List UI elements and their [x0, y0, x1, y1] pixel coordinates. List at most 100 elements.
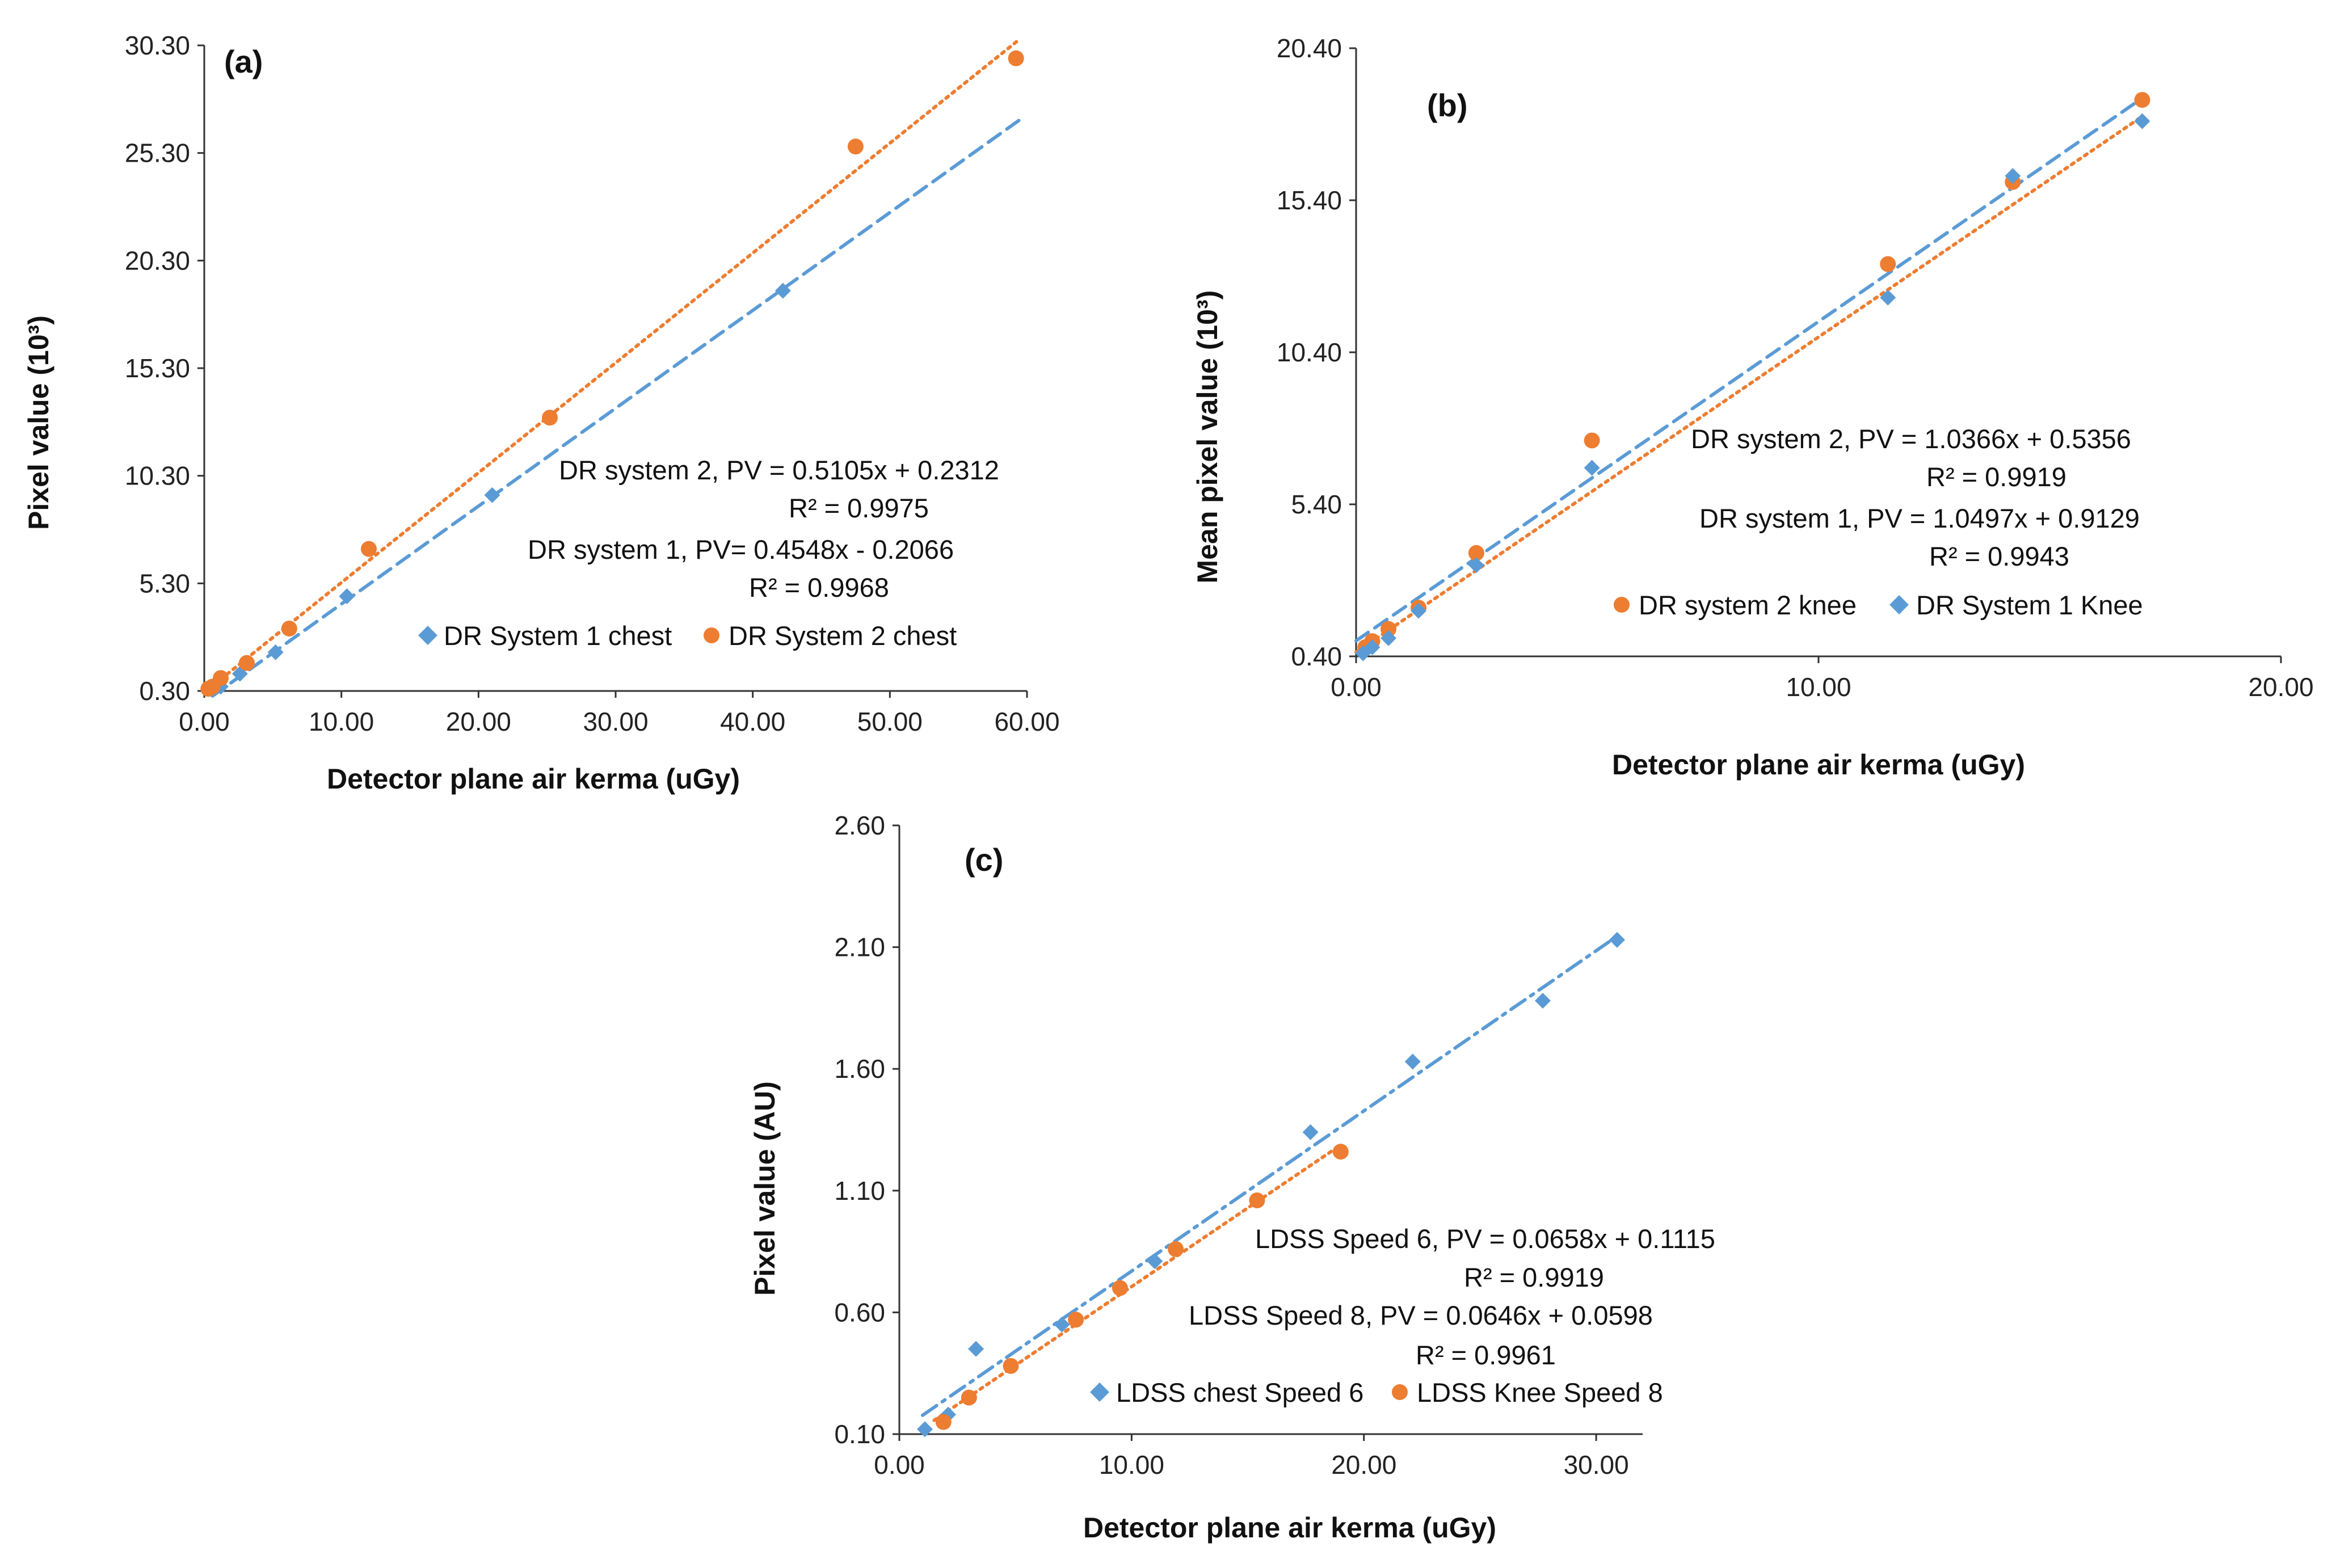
legend-c: LDSS chest Speed 6 LDSS Knee Speed 8: [1090, 1377, 1663, 1407]
data-point-dr-system-1-knee: [1584, 460, 1600, 476]
data-point-dr-system-2-chest: [1008, 50, 1024, 66]
y-tick-label: 20.30: [125, 246, 190, 275]
trendline-ldss-chest-speed-6: [920, 933, 1622, 1417]
data-point-dr-system-1-chest: [339, 588, 355, 605]
data-point-ldss-knee-speed-8: [1003, 1358, 1019, 1374]
x-tick-labels-c: 0.00 10.00 20.00 30.00: [874, 1434, 1629, 1480]
data-point-ldss-knee-speed-8: [1332, 1144, 1349, 1160]
x-tick-label: 20.00: [2248, 672, 2313, 702]
x-axis-title-c: Detector plane air kerma (uGy): [1083, 1512, 1496, 1544]
equation-dr2-a: DR system 2, PV = 0.5105x + 0.2312: [559, 455, 999, 485]
data-point-ldss-chest-speed-6: [1147, 1253, 1163, 1270]
y-tick-label: 1.60: [834, 1054, 885, 1084]
legend-label-dr1-knee: DR System 1 Knee: [1916, 590, 2143, 620]
data-point-dr-system-2-chest: [542, 410, 558, 426]
x-tick-label: 0.00: [179, 707, 230, 736]
data-point-dr-system-2-chest: [847, 138, 864, 155]
data-point-ldss-chest-speed-6: [1609, 931, 1625, 948]
data-points-b: [1355, 92, 2150, 661]
data-point-ldss-chest-speed-6: [917, 1421, 933, 1438]
panel-label-a: (a): [224, 44, 263, 79]
trendline-ldss-knee-speed-8: [932, 1143, 1342, 1422]
data-point-dr-system-2-knee: [1880, 256, 1896, 272]
x-tick-label: 60.00: [994, 707, 1059, 736]
x-axis-title-b: Detector plane air kerma (uGy): [1612, 749, 2025, 781]
data-point-ldss-chest-speed-6: [1302, 1124, 1319, 1140]
data-point-ldss-chest-speed-6: [1404, 1053, 1421, 1070]
y-axis-title-c: Pixel value (AU): [749, 1081, 781, 1296]
r2-dr1-b: R² = 0.9943: [1929, 541, 2069, 571]
trendline-dr-system-2-chest: [207, 37, 1022, 691]
r2-speed8-c: R² = 0.9961: [1416, 1340, 1556, 1370]
y-tick-labels-a: 0.30 5.30 10.30 15.30 20.30 25.30 30.30: [125, 31, 204, 706]
y-tick-label: 0.40: [1291, 642, 1342, 671]
data-point-ldss-chest-speed-6: [1054, 1316, 1070, 1333]
data-point-dr-system-2-knee: [2134, 92, 2150, 108]
r2-dr1-a: R² = 0.9968: [749, 572, 889, 602]
data-point-ldss-chest-speed-6: [968, 1341, 984, 1357]
legend-label-ldss-chest-speed6: LDSS chest Speed 6: [1116, 1377, 1363, 1407]
y-tick-label: 2.10: [834, 933, 885, 962]
y-tick-labels-c: 0.10 0.60 1.10 1.60 2.10 2.60: [834, 811, 899, 1449]
legend-label-dr2-chest: DR System 2 chest: [729, 621, 957, 651]
trendlines-a: [207, 37, 1022, 698]
data-point-dr-system-1-knee: [2005, 168, 2021, 184]
data-point-ldss-knee-speed-8: [961, 1389, 977, 1406]
data-point-dr-system-1-knee: [1380, 630, 1397, 646]
y-tick-label: 15.30: [125, 353, 190, 383]
data-point-ldss-knee-speed-8: [1249, 1192, 1265, 1208]
panel-label-c: (c): [965, 842, 1003, 878]
legend-label-dr2-knee: DR system 2 knee: [1639, 590, 1857, 620]
y-axis-title-a: Pixel value (10³): [23, 315, 54, 530]
legend-b: DR system 2 knee DR System 1 Knee: [1614, 590, 2143, 620]
trendlines-c: [920, 933, 1622, 1422]
data-point-dr-system-2-chest: [281, 620, 297, 637]
y-tick-label: 10.30: [125, 461, 190, 491]
legend-marker-dr2-chest: [704, 627, 719, 643]
x-tick-label: 10.00: [1786, 672, 1851, 702]
data-point-ldss-knee-speed-8: [1112, 1280, 1128, 1296]
y-tick-labels-b: 0.40 5.40 10.40 15.40 20.40: [1277, 33, 1356, 671]
data-point-dr-system-2-knee: [1584, 432, 1600, 449]
legend-marker-dr2-knee: [1614, 597, 1630, 613]
data-point-dr-system-1-chest: [775, 283, 791, 299]
x-tick-label: 20.00: [446, 707, 511, 736]
data-point-ldss-knee-speed-8: [935, 1414, 952, 1430]
data-point-dr-system-1-chest: [267, 644, 284, 660]
panel-label-b: (b): [1427, 87, 1468, 123]
equation-speed6-c: LDSS Speed 6, PV = 0.0658x + 0.1115: [1255, 1224, 1715, 1254]
r2-dr2-a: R² = 0.9975: [789, 493, 929, 523]
data-point-ldss-knee-speed-8: [1168, 1241, 1184, 1257]
y-tick-label: 0.10: [834, 1419, 885, 1449]
data-point-dr-system-2-knee: [1380, 621, 1397, 637]
data-point-dr-system-1-chest: [484, 487, 500, 503]
data-point-dr-system-2-knee: [1468, 545, 1484, 561]
x-tick-label: 40.00: [720, 707, 785, 736]
data-point-ldss-knee-speed-8: [1068, 1312, 1084, 1328]
x-tick-label: 10.00: [1099, 1450, 1164, 1480]
legend-a: DR System 1 chest DR System 2 chest: [418, 621, 957, 651]
x-tick-label: 10.00: [309, 707, 374, 736]
data-point-dr-system-1-knee: [1468, 557, 1484, 574]
legend-label-dr1-chest: DR System 1 chest: [444, 621, 672, 651]
equation-speed8-c: LDSS Speed 8, PV = 0.0646x + 0.0598: [1189, 1300, 1653, 1330]
x-tick-label: 30.00: [1564, 1450, 1629, 1480]
legend-marker-dr1-knee: [1889, 595, 1909, 614]
chart-panel-c: 0.10 0.60 1.10 1.60 2.10 2.60 0.00 10.00 20.00 3…: [749, 811, 1715, 1544]
data-point-dr-system-1-knee: [1364, 639, 1380, 655]
x-tick-labels-a: 0.00 10.00 20.00 30.00 40.00 50.00 60.00: [179, 691, 1060, 736]
r2-speed6-c: R² = 0.9919: [1464, 1262, 1604, 1292]
y-tick-label: 30.30: [125, 31, 190, 60]
x-tick-labels-b: 0.00 10.00 20.00: [1331, 656, 2314, 702]
r2-dr2-b: R² = 0.9919: [1926, 462, 2066, 492]
data-point-ldss-chest-speed-6: [1534, 993, 1551, 1009]
trendline-dr-system-1-chest: [211, 117, 1022, 698]
legend-marker-dr1-chest: [418, 626, 437, 645]
chart-panel-b: 0.40 5.40 10.40 15.40 20.40 0.00 10.00 20.00 (…: [1192, 33, 2314, 781]
y-tick-label: 10.40: [1277, 338, 1342, 367]
equation-dr1-a: DR system 1, PV= 0.4548x - 0.2066: [528, 534, 954, 564]
data-point-dr-system-2-chest: [213, 670, 229, 686]
trendline-dr-system-2-knee: [1354, 115, 2144, 654]
y-tick-label: 5.40: [1291, 490, 1342, 519]
